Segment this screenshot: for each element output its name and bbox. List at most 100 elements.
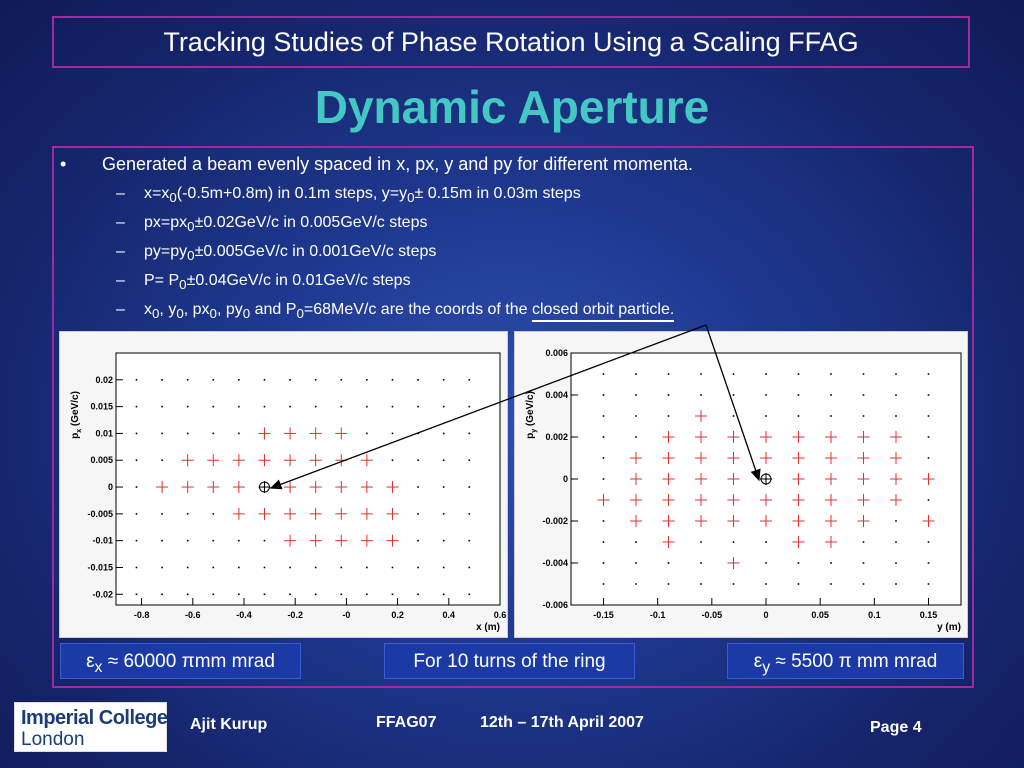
lost-particle-dot xyxy=(602,436,605,438)
lost-particle-dot xyxy=(442,593,445,596)
sub5-sc: 0 xyxy=(209,306,217,322)
lost-particle-dot xyxy=(927,541,930,543)
lost-particle-dot xyxy=(830,415,832,417)
imperial-logo: Imperial College London xyxy=(14,702,168,752)
y-axis-label-sub: x xyxy=(76,429,83,433)
lost-particle-dot xyxy=(862,415,865,417)
lost-particle-dot xyxy=(602,583,605,585)
lost-particle-dot xyxy=(238,379,240,381)
sub1-b: (-0.5m+0.8m) in 0.1m steps, y=y xyxy=(176,185,408,202)
y-tick-label: -0.015 xyxy=(87,562,113,572)
lost-particle-dot xyxy=(417,405,419,408)
lost-particle-dot xyxy=(212,379,215,381)
lost-particle-dot xyxy=(635,394,637,396)
y-tick-label: 0.002 xyxy=(545,432,568,442)
plot-y-py: -0.15 -0.1 -0.05 0 0.05 0.1 0.15 0.006 0.004 0.00… xyxy=(514,331,968,638)
y-axis-label: px (GeV/c) xyxy=(70,391,83,439)
lost-particle-dot xyxy=(635,415,637,417)
lost-particle-dot xyxy=(797,583,800,585)
plot-frame xyxy=(115,352,501,606)
lost-particle-dot xyxy=(797,562,800,564)
y-tick-label: -0.02 xyxy=(92,589,113,599)
lost-particle-dot xyxy=(700,541,702,543)
lost-particle-dot xyxy=(602,415,605,417)
lost-particle-dot xyxy=(135,405,138,408)
lost-particle-dot xyxy=(635,436,637,438)
emittance-y-box: εy ≈ 5500 π mm mrad xyxy=(727,643,964,679)
lost-particle-dot xyxy=(340,566,343,569)
lost-particle-dot xyxy=(667,394,670,396)
y-tick-label: -0.004 xyxy=(542,558,568,568)
pi-x: π xyxy=(181,651,195,672)
x-tick-label: 0 xyxy=(763,610,768,620)
lost-particle-dot xyxy=(340,379,343,381)
y-tick-label: -0.006 xyxy=(542,600,568,610)
lost-particle-dot xyxy=(135,566,138,569)
lost-particle-dot xyxy=(468,432,471,435)
lost-particle-dot xyxy=(895,562,897,564)
lost-particle-dot xyxy=(417,593,419,596)
lost-particle-dot xyxy=(417,513,419,515)
lost-particle-dot xyxy=(862,373,865,375)
lost-particle-dot xyxy=(263,593,266,596)
x-tick-label: 0.4 xyxy=(443,610,456,620)
lost-particle-dot xyxy=(391,432,394,435)
lost-particle-dot xyxy=(797,415,800,417)
lost-particle-dot xyxy=(161,459,163,462)
lost-particle-dot xyxy=(468,459,471,462)
lost-particle-dot xyxy=(927,394,930,396)
lost-particle-dot xyxy=(161,566,163,569)
x-tick-label: -0.1 xyxy=(650,610,666,620)
lost-particle-dot xyxy=(366,432,368,435)
lost-particle-dot xyxy=(442,513,445,515)
lost-particle-dot xyxy=(417,566,419,569)
sub5-d: , py xyxy=(216,301,243,318)
lost-particle-dot xyxy=(895,373,897,375)
sub1-s2: 0 xyxy=(407,190,415,206)
lost-particle-dot xyxy=(314,379,317,381)
lost-particle-dot xyxy=(212,513,215,515)
lost-particle-dot xyxy=(765,562,767,564)
footer-conference: FFAG07 xyxy=(376,714,437,731)
lost-particle-dot xyxy=(161,539,163,542)
lost-particle-dot xyxy=(238,539,240,542)
lost-particle-dot xyxy=(186,513,189,515)
lost-particle-dot xyxy=(135,539,138,542)
pi-y: π xyxy=(838,651,852,672)
lost-particle-dot xyxy=(263,405,266,408)
x-tick-label: 0.1 xyxy=(868,610,881,620)
lost-particle-dot xyxy=(391,459,394,462)
lost-particle-dot xyxy=(602,562,605,564)
lost-particle-dot xyxy=(635,583,637,585)
lost-particle-dot xyxy=(927,436,930,438)
bullet-text: Generated a beam evenly spaced in x, px,… xyxy=(102,154,694,174)
lost-particle-dot xyxy=(340,593,343,596)
lost-particle-dot xyxy=(417,379,419,381)
lost-particle-dot xyxy=(289,379,291,381)
lost-particle-dot xyxy=(161,432,163,435)
sub3-a: py=py xyxy=(144,243,188,260)
lost-particle-dot xyxy=(602,478,605,480)
lost-particle-dot xyxy=(862,541,865,543)
x-tick-label: -0.2 xyxy=(287,610,303,620)
lost-particle-dot xyxy=(468,566,471,569)
lost-particle-dot xyxy=(635,541,637,543)
lost-particle-dot xyxy=(135,513,138,515)
lost-particle-dot xyxy=(667,583,670,585)
lost-particle-dot xyxy=(212,539,215,542)
lost-particle-dot xyxy=(927,373,930,375)
lost-particle-dot xyxy=(667,415,670,417)
sub3-b: ±0.005GeV/c in 0.001GeV/c steps xyxy=(194,243,437,260)
x-tick-label: 0.6 xyxy=(494,610,507,620)
lost-particle-dot xyxy=(161,405,163,408)
sub2-a: px=px xyxy=(144,214,188,231)
sub4-b: ±0.04GeV/c in 0.01GeV/c steps xyxy=(186,272,411,289)
lost-particle-dot xyxy=(442,486,445,488)
slide-heading: Dynamic Aperture xyxy=(314,81,710,133)
lost-particle-dot xyxy=(765,415,767,417)
lost-particle-dot xyxy=(862,562,865,564)
x-tick-label: -0.05 xyxy=(702,610,723,620)
lost-particle-dot xyxy=(186,539,189,542)
footer-dates: 12th – 17th April 2007 xyxy=(480,714,644,731)
lost-particle-dot xyxy=(417,432,419,435)
